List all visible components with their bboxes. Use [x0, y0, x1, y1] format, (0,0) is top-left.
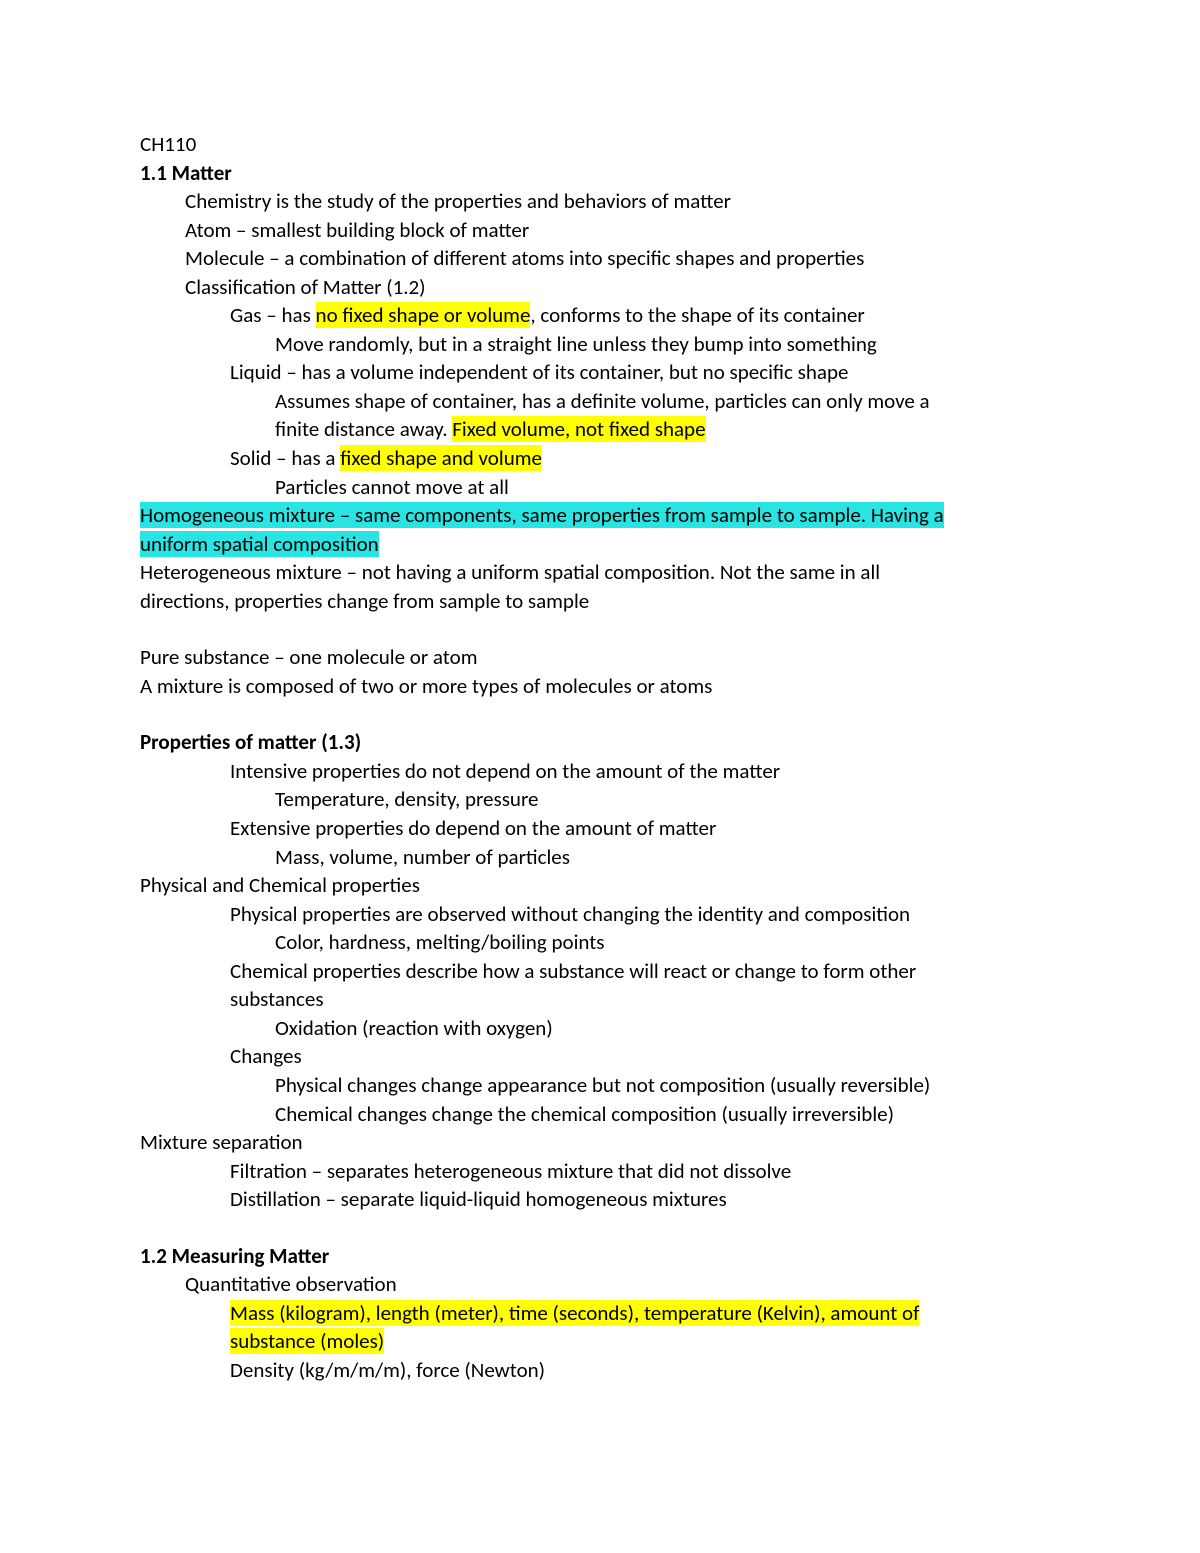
line-chem-ex: Oxidation (reaction with oxygen)	[140, 1014, 1060, 1043]
line-filtration: Filtration – separates heterogeneous mix…	[140, 1157, 1060, 1186]
line-chemistry: Chemistry is the study of the properties…	[140, 187, 1060, 216]
line-molecule: Molecule – a combination of different at…	[140, 244, 1060, 273]
line-liquid-2a: Assumes shape of container, has a defini…	[140, 387, 1060, 416]
line-phys-change: Physical changes change appearance but n…	[140, 1071, 1060, 1100]
line-quant: Quantitative observation	[140, 1270, 1060, 1299]
line-density: Density (kg/m/m/m), force (Newton)	[140, 1356, 1060, 1385]
line-chem-prop-1: Chemical properties describe how a subst…	[140, 957, 1060, 986]
gas-pre: Gas – has	[230, 302, 316, 328]
line-gas: Gas – has no fixed shape or volume, conf…	[140, 301, 1060, 330]
homo-hl-1: Homogeneous mixture – same components, s…	[140, 502, 944, 528]
section-1-title: 1.1 Matter	[140, 159, 1060, 188]
mixture-sep-title: Mixture separation	[140, 1128, 1060, 1157]
liquid-2b-pre: finite distance away.	[275, 416, 452, 442]
line-intensive-ex: Temperature, density, pressure	[140, 785, 1060, 814]
line-extensive: Extensive properties do depend on the am…	[140, 814, 1060, 843]
spacer	[140, 615, 1060, 643]
gas-highlight: no fixed shape or volume	[316, 302, 531, 328]
line-changes: Changes	[140, 1042, 1060, 1071]
line-intensive: Intensive properties do not depend on th…	[140, 757, 1060, 786]
line-homogeneous-2: uniform spatial composition	[140, 530, 1060, 559]
line-solid: Solid – has a fixed shape and volume	[140, 444, 1060, 473]
solid-highlight: fixed shape and volume	[340, 445, 542, 471]
line-classification: Classification of Matter (1.2)	[140, 273, 1060, 302]
liquid-2b-highlight: Fixed volume, not fixed shape	[452, 416, 705, 442]
quant-hl-2: substance (moles)	[230, 1328, 384, 1354]
course-code: CH110	[140, 130, 1060, 159]
section-2-title: 1.2 Measuring Matter	[140, 1242, 1060, 1271]
line-extensive-ex: Mass, volume, number of particles	[140, 843, 1060, 872]
line-gas-sub: Move randomly, but in a straight line un…	[140, 330, 1060, 359]
line-homogeneous-1: Homogeneous mixture – same components, s…	[140, 501, 1060, 530]
line-phys-prop: Physical properties are observed without…	[140, 900, 1060, 929]
line-liquid-1: Liquid – has a volume independent of its…	[140, 358, 1060, 387]
line-distillation: Distillation – separate liquid-liquid ho…	[140, 1185, 1060, 1214]
properties-title: Properties of matter (1.3)	[140, 728, 1060, 757]
line-chem-prop-2: substances	[140, 985, 1060, 1014]
line-heterogeneous-2: directions, properties change from sampl…	[140, 587, 1060, 616]
solid-pre: Solid – has a	[230, 445, 340, 471]
spacer	[140, 1214, 1060, 1242]
document-page: CH110 1.1 Matter Chemistry is the study …	[0, 0, 1200, 1553]
line-quant-hl-1: Mass (kilogram), length (meter), time (s…	[140, 1299, 1060, 1328]
line-atom: Atom – smallest building block of matter	[140, 216, 1060, 245]
line-quant-hl-2: substance (moles)	[140, 1327, 1060, 1356]
line-heterogeneous-1: Heterogeneous mixture – not having a uni…	[140, 558, 1060, 587]
spacer	[140, 700, 1060, 728]
line-mixture: A mixture is composed of two or more typ…	[140, 672, 1060, 701]
line-phys-ex: Color, hardness, melting/boiling points	[140, 928, 1060, 957]
homo-hl-2: uniform spatial composition	[140, 531, 379, 557]
line-pure: Pure substance – one molecule or atom	[140, 643, 1060, 672]
quant-hl-1: Mass (kilogram), length (meter), time (s…	[230, 1300, 919, 1326]
phys-chem-title: Physical and Chemical properties	[140, 871, 1060, 900]
line-solid-sub: Particles cannot move at all	[140, 473, 1060, 502]
line-chem-change: Chemical changes change the chemical com…	[140, 1100, 1060, 1129]
gas-post: , conforms to the shape of its container	[530, 302, 864, 328]
line-liquid-2b: finite distance away. Fixed volume, not …	[140, 415, 1060, 444]
